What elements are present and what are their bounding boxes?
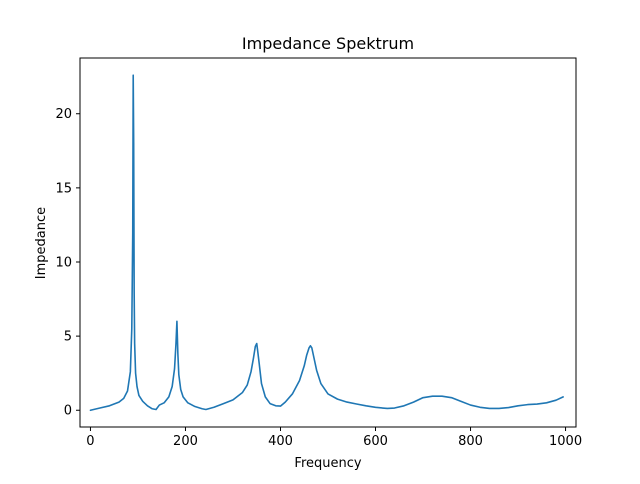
y-tick-label: 5 <box>64 330 72 345</box>
x-tick-label: 600 <box>363 434 388 449</box>
y-axis-label: Impedance <box>34 207 49 279</box>
y-tick-label: 15 <box>55 181 72 196</box>
x-tick-label: 800 <box>458 434 483 449</box>
y-tick-label: 10 <box>55 255 72 270</box>
impedance-series-line <box>89 74 564 412</box>
chart-title: Impedance Spektrum <box>242 34 414 53</box>
x-axis-label: Frequency <box>294 456 361 471</box>
plot-area-frame <box>79 57 577 428</box>
x-tick-label: 0 <box>86 434 94 449</box>
y-tick-label: 20 <box>55 107 72 122</box>
series-layer <box>89 74 564 412</box>
x-tick-label: 200 <box>173 434 198 449</box>
x-axis: 0 200 400 600 800 1000 <box>86 427 582 449</box>
x-tick-label: 400 <box>268 434 293 449</box>
x-tick-label: 1000 <box>549 434 582 449</box>
y-axis: 0 5 10 15 20 <box>55 107 80 419</box>
y-tick-label: 0 <box>64 404 72 419</box>
